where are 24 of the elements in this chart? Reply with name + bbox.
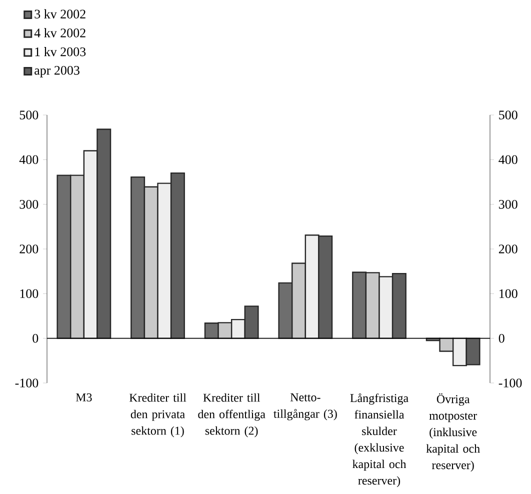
legend-label: apr 2003 (34, 66, 80, 78)
x-tick-label: Netto-tillgångar (3) (274, 393, 337, 420)
y2-tick-label: 300 (20, 200, 38, 209)
y-tick-label: -100 (498, 378, 522, 388)
y-tick-label: 400 (498, 155, 518, 164)
x-tick-label: Krediter till den privata sektorn (1) (129, 393, 186, 438)
y2-tick-label: 0 (32, 334, 38, 343)
y2-tick-label: 100 (20, 289, 38, 298)
y2-tick-label: 400 (19, 155, 38, 164)
x-tick-label: Övriga motposter (inklusive kapital och reserver) (426, 393, 480, 472)
x-tick-label: Långfristiga finansiella skulder (exklusive kapital och reserver) (350, 393, 408, 488)
x-tick-label: Krediter till den offentliga sektorn (2) (198, 393, 266, 438)
y-tick-label: 500 (499, 110, 518, 120)
x-tick-label: M3 (76, 393, 92, 402)
y-tick-label: 0 (498, 334, 504, 343)
legend-label: 1 kv 2003 (35, 47, 86, 56)
y2-tick-label: -100 (15, 378, 38, 388)
y-tick-label: 200 (498, 244, 518, 254)
y2-tick-label: 200 (20, 244, 38, 254)
y2-tick-label: 500 (20, 110, 38, 120)
y-tick-label: 300 (498, 200, 518, 209)
legend-label: 4 kv 2002 (34, 28, 86, 38)
y-tick-label: 100 (500, 289, 518, 298)
legend-label: 3 kv 2002 (34, 9, 86, 18)
